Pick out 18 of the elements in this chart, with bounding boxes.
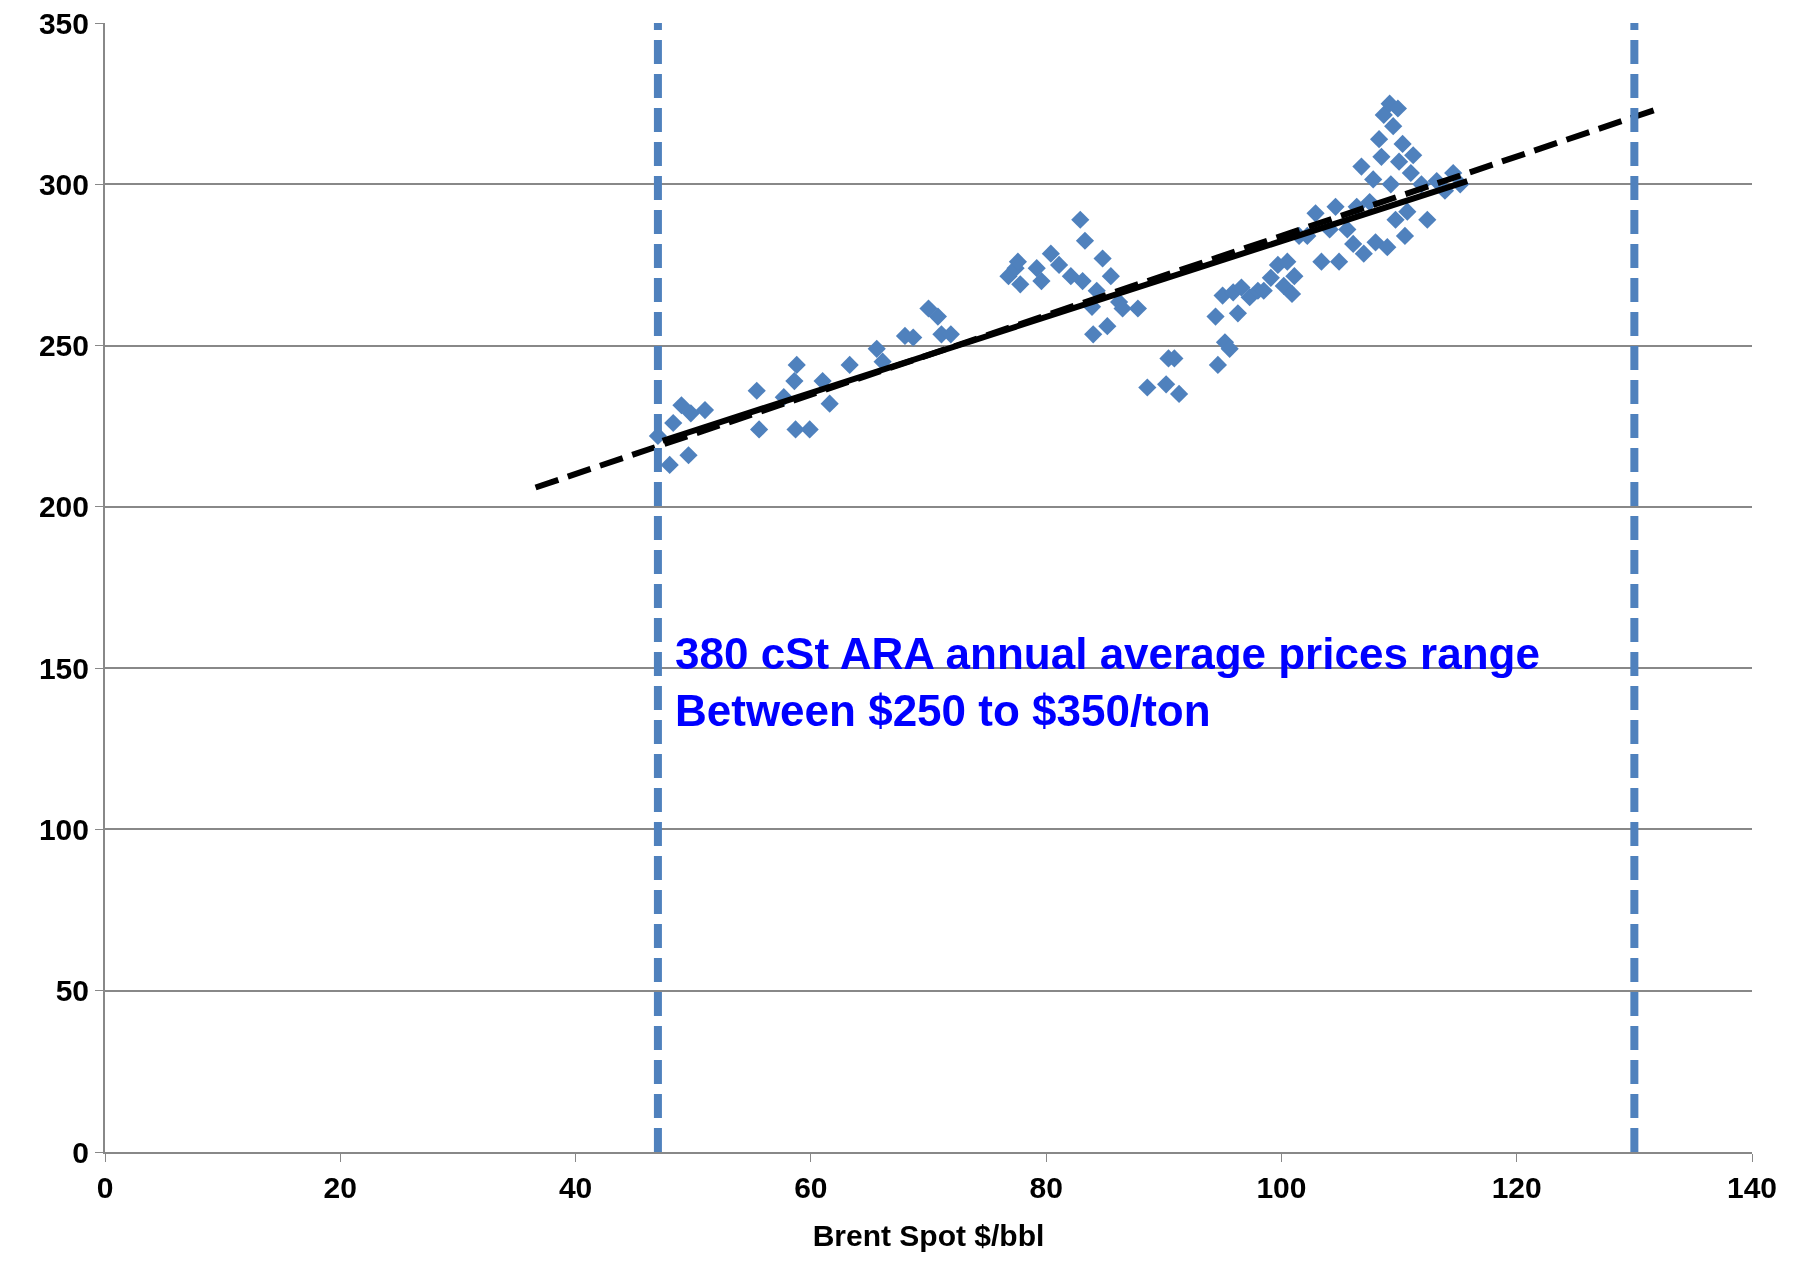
x-tick-label: 80 bbox=[1029, 1171, 1063, 1204]
y-tick-label: 50 bbox=[55, 974, 89, 1008]
x-tick-label: 140 bbox=[1726, 1171, 1778, 1204]
x-tick-label: 60 bbox=[794, 1171, 828, 1204]
y-tick-label: 200 bbox=[38, 490, 89, 524]
x-tick-label: 40 bbox=[558, 1171, 593, 1204]
x-tick-label: 20 bbox=[323, 1171, 357, 1204]
y-tick-label: 0 bbox=[72, 1135, 89, 1169]
y-tick-label: 350 bbox=[38, 6, 89, 40]
x-axis-title: Brent Spot $/bbl bbox=[812, 1219, 1045, 1252]
x-tick-label: 100 bbox=[1256, 1171, 1307, 1204]
y-tick-label: 100 bbox=[38, 812, 89, 846]
y-tick-label: 150 bbox=[38, 651, 89, 685]
annotation: 380 cSt ARA annual average prices range Between $250 to $350/ton bbox=[675, 629, 1540, 736]
y-tick-label: 250 bbox=[38, 329, 89, 363]
y-tick-label: 300 bbox=[38, 167, 89, 201]
x-tick-label: 0 bbox=[96, 1171, 114, 1204]
x-tick-label: 120 bbox=[1491, 1171, 1542, 1204]
